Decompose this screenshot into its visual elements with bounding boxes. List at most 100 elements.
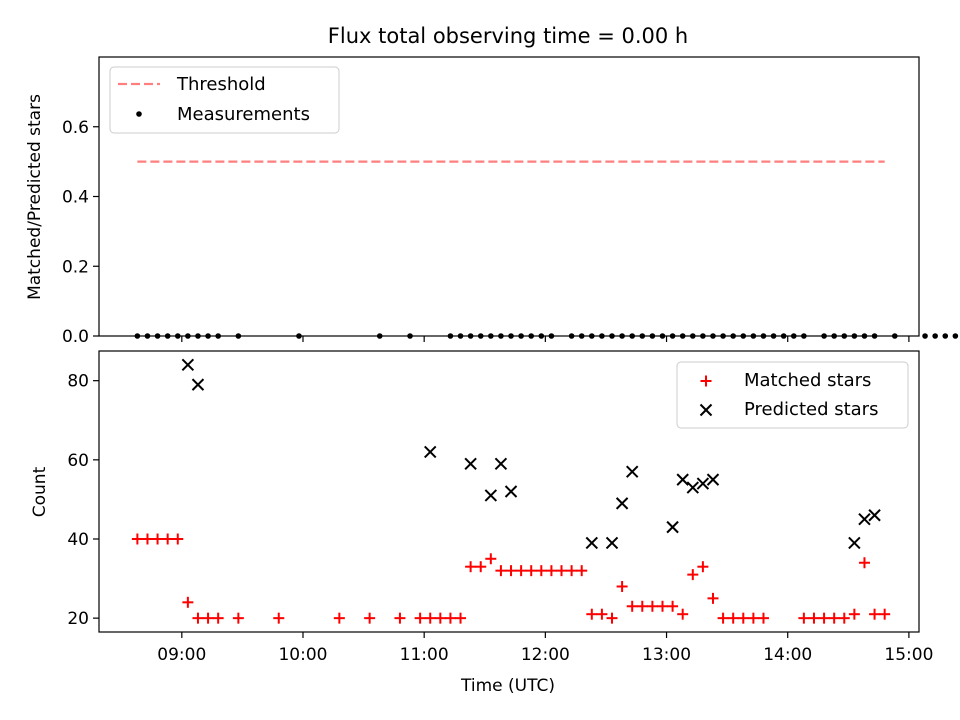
x-tick-label: 14:00 — [763, 645, 812, 665]
predicted-star-point — [464, 457, 477, 471]
measurement-point — [629, 333, 636, 339]
predicted-star-point — [191, 378, 205, 391]
matched-star-point — [656, 600, 668, 612]
matched-star-point — [394, 612, 406, 624]
matched-star-point — [182, 596, 194, 608]
matched-star-point — [828, 612, 840, 624]
matched-star-point — [202, 612, 214, 624]
legend-predicted-label: Predicted stars — [744, 399, 878, 420]
matched-star-point — [192, 612, 204, 624]
measurement-point — [891, 333, 898, 339]
measurement-point — [568, 333, 575, 339]
matched-star-point — [727, 612, 739, 624]
measurement-point — [821, 333, 827, 339]
matched-star-point — [273, 612, 285, 624]
measurement-point — [790, 333, 797, 339]
measurement-point — [669, 333, 676, 339]
measurement-point — [508, 333, 514, 339]
matched-star-point — [576, 565, 588, 577]
matched-star-point — [545, 565, 557, 577]
matched-star-point — [232, 612, 244, 624]
matched-star-point — [424, 612, 436, 624]
measurement-point — [700, 333, 706, 339]
predicted-star-point — [424, 445, 437, 459]
measurement-point — [447, 333, 454, 339]
matched-star-point — [162, 533, 174, 545]
bottom-y-tick-label: 40 — [67, 530, 89, 550]
matched-star-point — [626, 600, 638, 612]
matched-star-point — [636, 600, 648, 612]
bottom-legend: Matched stars Predicted stars — [676, 361, 909, 429]
measurement-point — [296, 333, 302, 339]
matched-star-point — [212, 612, 224, 624]
predicted-star-point — [706, 473, 720, 486]
measurement-point — [770, 333, 777, 339]
legend-matched-label: Matched stars — [744, 370, 871, 391]
predicted-star-stroke-b — [858, 512, 871, 526]
predicted-star-stroke-b — [484, 489, 498, 502]
measurement-point — [578, 333, 585, 339]
measurement-point — [720, 333, 726, 339]
measurement-point — [730, 333, 736, 339]
predicted-star-point — [666, 520, 679, 534]
matched-star-point — [495, 565, 507, 577]
top-y-tick-label: 0.0 — [62, 327, 89, 347]
top-y-tick-label: 0.6 — [62, 118, 89, 138]
measurement-point — [659, 333, 666, 339]
predicted-star-stroke-b — [676, 473, 689, 486]
matched-star-point — [485, 553, 497, 565]
measurement-point — [144, 333, 151, 339]
matched-star-point — [172, 533, 184, 545]
matched-star-point — [737, 612, 749, 624]
matched-star-point — [465, 561, 477, 573]
measurement-point — [619, 333, 625, 339]
measurement-point — [801, 333, 807, 339]
matched-star-point — [131, 533, 143, 545]
predicted-star-stroke-b — [848, 536, 861, 550]
matched-star-point — [606, 612, 618, 624]
measurement-point — [952, 333, 959, 339]
bottom-plot-frame — [98, 350, 920, 633]
matched-star-point — [505, 565, 517, 577]
predicted-star-stroke-b — [424, 445, 437, 459]
predicted-star-point — [696, 477, 710, 490]
chart-title: Flux total observing time = 0.00 h — [328, 24, 688, 48]
measurement-point — [942, 333, 949, 339]
measurement-point — [376, 333, 383, 339]
predicted-star-point — [484, 489, 498, 502]
measurement-point — [649, 333, 656, 339]
matched-star-point — [848, 608, 860, 620]
matched-star-point — [152, 533, 164, 545]
matched-star-point — [818, 612, 830, 624]
legend-measurement-label: Measurements — [177, 104, 310, 125]
matched-star-point — [798, 612, 810, 624]
predicted-star-point — [615, 497, 629, 510]
measurement-point — [740, 333, 747, 339]
measurement-point — [851, 333, 858, 339]
measurement-point — [589, 333, 595, 339]
measurement-point — [710, 333, 716, 339]
predicted-star-point — [676, 473, 689, 486]
top-legend: Threshold Measurements — [109, 66, 340, 134]
measurement-point — [841, 333, 848, 339]
predicted-star-stroke-b — [494, 457, 508, 471]
measurement-point — [528, 333, 535, 339]
matched-star-point — [646, 600, 658, 612]
measurement-point — [235, 333, 242, 339]
predicted-star-point — [605, 536, 619, 550]
bottom-y-axis-label: Count — [30, 466, 50, 517]
matched-star-point — [525, 565, 537, 577]
predicted-star-point — [868, 509, 881, 522]
measurement-point — [639, 333, 646, 339]
measurement-point — [185, 333, 191, 339]
measurement-point — [477, 333, 484, 339]
measurement-point — [548, 333, 555, 339]
legend-measurement-swatch — [136, 111, 142, 117]
matched-star-point — [515, 565, 527, 577]
matched-star-point — [869, 608, 881, 620]
measurement-point — [831, 333, 837, 339]
matched-star-point — [667, 600, 679, 612]
measurement-point — [780, 333, 787, 339]
matched-star-point — [677, 608, 689, 620]
x-tick-label: 10:00 — [278, 645, 327, 665]
